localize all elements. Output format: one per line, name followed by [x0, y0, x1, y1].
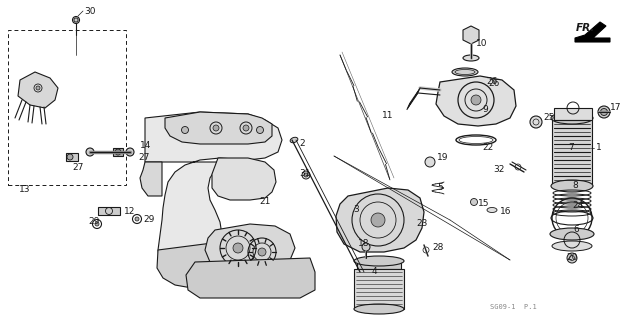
Text: 2: 2	[299, 138, 305, 147]
Bar	[8, 30, 126, 185]
Circle shape	[304, 173, 308, 177]
Circle shape	[471, 95, 481, 105]
Text: 24: 24	[572, 201, 583, 210]
Ellipse shape	[290, 137, 298, 143]
Text: 26: 26	[486, 78, 497, 86]
Text: 30: 30	[84, 6, 95, 16]
Circle shape	[115, 149, 121, 155]
Text: 25: 25	[543, 114, 554, 122]
Polygon shape	[140, 162, 162, 196]
Polygon shape	[186, 258, 315, 298]
Polygon shape	[205, 224, 295, 272]
Text: 26: 26	[488, 79, 499, 88]
Ellipse shape	[552, 241, 592, 251]
Ellipse shape	[550, 228, 594, 240]
Circle shape	[371, 213, 385, 227]
Polygon shape	[145, 112, 282, 280]
Text: 27: 27	[138, 153, 149, 162]
Text: 18: 18	[358, 239, 369, 248]
Text: 16: 16	[500, 206, 511, 216]
Text: 1: 1	[596, 144, 602, 152]
Bar	[554, 108, 592, 120]
Ellipse shape	[487, 207, 497, 212]
Polygon shape	[336, 188, 424, 252]
Circle shape	[182, 127, 189, 133]
Circle shape	[67, 154, 73, 160]
Text: FR.: FR.	[576, 23, 595, 33]
Circle shape	[362, 243, 370, 251]
Text: 28: 28	[432, 243, 444, 253]
Circle shape	[135, 217, 139, 221]
Circle shape	[86, 148, 94, 156]
Text: 8: 8	[572, 181, 578, 189]
Text: 20: 20	[566, 254, 577, 263]
Polygon shape	[575, 22, 610, 42]
Circle shape	[243, 125, 249, 131]
Circle shape	[425, 157, 435, 167]
Text: 19: 19	[437, 152, 449, 161]
Bar	[66, 153, 78, 161]
Bar	[98, 207, 120, 215]
Text: 3: 3	[353, 205, 359, 214]
Text: 17: 17	[610, 102, 621, 112]
Circle shape	[72, 17, 79, 24]
Text: 11: 11	[382, 112, 394, 121]
Circle shape	[95, 222, 99, 226]
Text: 23: 23	[416, 219, 428, 228]
Text: 4: 4	[372, 268, 378, 277]
Text: 9: 9	[482, 106, 488, 115]
Text: 13: 13	[19, 184, 31, 194]
Text: 21: 21	[259, 197, 270, 205]
Polygon shape	[157, 242, 225, 288]
Polygon shape	[18, 72, 58, 108]
Bar	[354, 269, 404, 309]
Circle shape	[567, 253, 577, 263]
Circle shape	[233, 243, 243, 253]
Polygon shape	[463, 26, 479, 44]
Text: 12: 12	[124, 206, 136, 216]
Circle shape	[530, 116, 542, 128]
Circle shape	[598, 106, 610, 118]
Circle shape	[213, 125, 219, 131]
Text: 22: 22	[482, 144, 493, 152]
Circle shape	[258, 248, 266, 256]
Circle shape	[302, 171, 310, 179]
Text: 31: 31	[299, 169, 310, 179]
Text: 14: 14	[140, 140, 152, 150]
Polygon shape	[212, 158, 276, 200]
Bar	[552, 118, 592, 186]
Text: 32: 32	[493, 166, 504, 174]
Polygon shape	[436, 76, 516, 126]
Circle shape	[470, 198, 477, 205]
Ellipse shape	[463, 55, 479, 61]
Circle shape	[126, 148, 134, 156]
Text: 15: 15	[478, 198, 490, 207]
Ellipse shape	[551, 180, 593, 192]
Bar	[113, 148, 123, 156]
Text: 6: 6	[573, 226, 579, 234]
Ellipse shape	[452, 68, 478, 76]
Ellipse shape	[354, 256, 404, 266]
Bar	[357, 261, 401, 269]
Circle shape	[36, 86, 40, 90]
Circle shape	[600, 108, 607, 115]
Ellipse shape	[354, 304, 404, 314]
Ellipse shape	[551, 112, 593, 124]
Text: 29: 29	[143, 214, 154, 224]
Text: 29: 29	[88, 218, 99, 226]
Text: 27: 27	[72, 164, 83, 173]
Text: 7: 7	[568, 144, 573, 152]
Polygon shape	[165, 112, 272, 144]
Text: SG09-1  P.1: SG09-1 P.1	[490, 304, 537, 310]
Circle shape	[257, 127, 264, 133]
Text: 5: 5	[437, 183, 443, 192]
Text: 10: 10	[476, 40, 488, 48]
